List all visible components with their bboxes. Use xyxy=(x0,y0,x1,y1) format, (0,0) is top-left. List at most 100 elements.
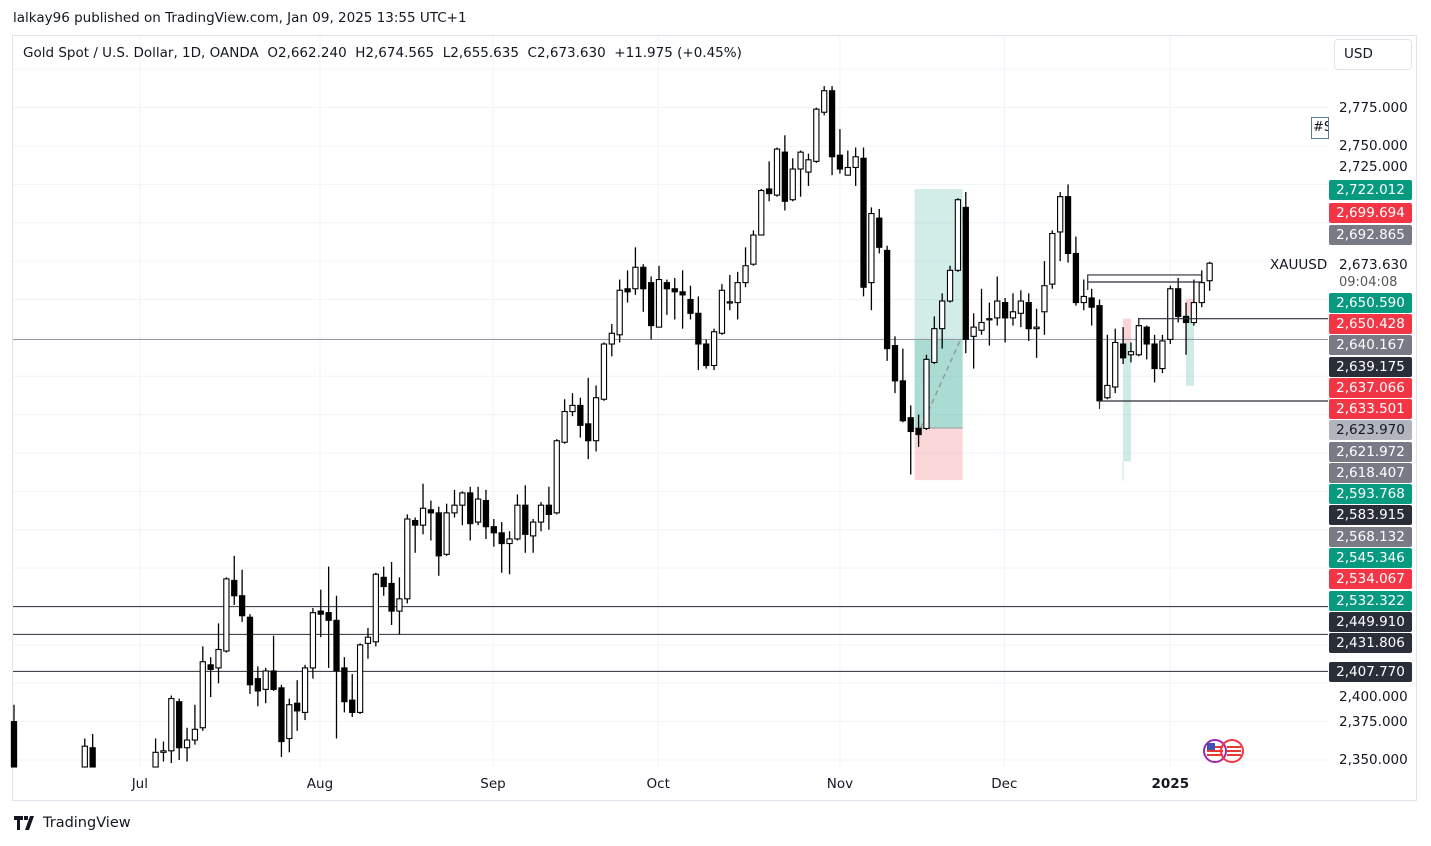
candle xyxy=(160,741,167,762)
candle-body-up xyxy=(514,504,521,540)
candle xyxy=(553,439,560,515)
candle xyxy=(199,646,206,731)
candle xyxy=(561,399,568,444)
candle-body-down xyxy=(490,526,497,534)
candle-body-up xyxy=(309,612,317,669)
candle-body-down xyxy=(482,500,490,528)
candle-body-down xyxy=(1175,288,1182,317)
candle xyxy=(278,684,285,757)
candle-body-up xyxy=(1127,351,1135,356)
candle-body-up xyxy=(262,670,269,690)
candle xyxy=(419,483,427,535)
candle-body-up xyxy=(954,199,962,271)
currency-button[interactable]: USD xyxy=(1334,39,1412,70)
candle xyxy=(1175,278,1182,323)
candle xyxy=(427,500,435,541)
candle xyxy=(789,158,796,202)
candles xyxy=(10,86,1213,768)
candle xyxy=(577,397,584,438)
footer-brand-text: TradingView xyxy=(43,815,131,831)
candle xyxy=(836,129,844,174)
candle-body-down xyxy=(647,282,655,327)
legend-change: +11.975 (+0.45%) xyxy=(614,45,742,61)
candle-body-down xyxy=(207,664,214,670)
candle xyxy=(530,519,537,553)
candle xyxy=(364,627,372,659)
candle xyxy=(183,727,191,762)
candle xyxy=(1033,308,1040,358)
candle xyxy=(451,489,458,518)
candle-body-down xyxy=(679,291,686,296)
price-tick-label: 2,375.000 xyxy=(1339,713,1408,730)
candle-body-up xyxy=(569,404,576,413)
note-marker[interactable]: #S xyxy=(1311,117,1329,139)
candle xyxy=(608,324,615,357)
candle xyxy=(585,377,592,460)
candle-body-up xyxy=(223,578,230,652)
candle-body-up xyxy=(286,704,293,740)
tradingview-logo-icon xyxy=(14,816,34,830)
candle-body-down xyxy=(781,151,789,202)
candle-body-down xyxy=(962,206,969,340)
candle-body-up xyxy=(215,648,222,669)
candle-body-down xyxy=(828,90,836,158)
candle xyxy=(962,192,969,354)
candle-body-down xyxy=(907,417,914,433)
flag-icon[interactable] xyxy=(1203,739,1244,763)
candle-body-down xyxy=(10,721,18,768)
candle-body-up xyxy=(718,289,726,334)
candle-body-down xyxy=(254,678,261,692)
price-label-dark: 2,583.915 xyxy=(1329,505,1412,525)
candle xyxy=(223,577,230,653)
footer-brand[interactable]: TradingView xyxy=(14,815,131,831)
candle xyxy=(404,514,411,604)
candle xyxy=(1206,261,1213,291)
candle xyxy=(868,207,875,311)
candle-body-up xyxy=(726,301,733,304)
candle-body-up xyxy=(970,326,977,337)
candle-body-up xyxy=(530,521,537,537)
candle xyxy=(1104,334,1111,400)
candle-body-up xyxy=(632,266,639,290)
candle-body-up xyxy=(1017,300,1024,314)
candle xyxy=(828,86,836,176)
candle xyxy=(710,328,718,371)
candle xyxy=(388,561,395,625)
candle-body-up xyxy=(506,538,513,545)
candle-body-up xyxy=(805,159,812,173)
candle-body-up xyxy=(356,644,364,713)
candle-body-up xyxy=(773,148,781,196)
candle xyxy=(380,566,387,596)
candle xyxy=(246,614,254,694)
candle xyxy=(655,265,663,328)
candle xyxy=(1025,293,1032,341)
candle-body-up xyxy=(1135,325,1142,356)
candle xyxy=(467,486,474,541)
candle xyxy=(435,506,442,576)
time-tick-label: 2025 xyxy=(1151,776,1190,792)
candle xyxy=(301,664,309,721)
candle-body-up xyxy=(419,507,427,526)
candle-body-down xyxy=(1025,302,1032,330)
candle-body-up xyxy=(451,504,458,514)
candle-body-down xyxy=(278,687,285,743)
price-label-dark: 2,639.175 xyxy=(1329,357,1412,377)
candle-body-up xyxy=(655,278,663,328)
candle xyxy=(1009,293,1017,326)
candle-body-up xyxy=(616,289,623,336)
candle-body-down xyxy=(89,747,96,768)
legend-symbol: Gold Spot / U.S. Dollar, 1D, OANDA xyxy=(23,45,259,61)
candle xyxy=(1159,334,1166,374)
candle xyxy=(647,276,655,340)
candle xyxy=(262,667,269,704)
candle xyxy=(490,519,497,547)
publish-info: lalkay96 published on TradingView.com, J… xyxy=(13,10,467,26)
candle xyxy=(396,577,403,635)
candle xyxy=(309,608,317,679)
candle-body-down xyxy=(435,512,442,557)
candle xyxy=(978,288,985,335)
candle xyxy=(372,572,379,647)
small-position-stop-zone xyxy=(1123,318,1132,343)
candle-body-up xyxy=(474,498,482,523)
